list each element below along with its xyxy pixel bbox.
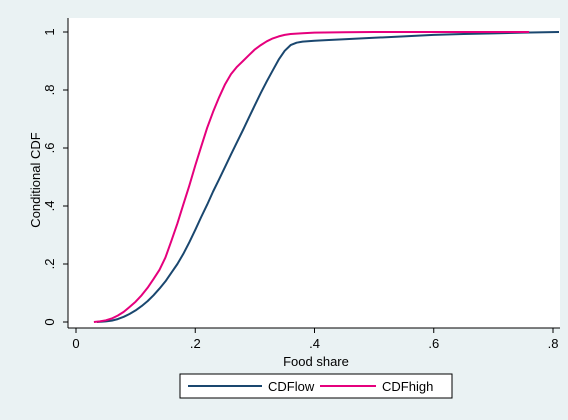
series-lines bbox=[93, 31, 560, 323]
y-axis-label: Conditional CDF bbox=[28, 132, 43, 227]
legend-label-cdfhigh: CDFhigh bbox=[382, 379, 433, 394]
x-axis: 0 .2 .4 .6 .8 bbox=[72, 328, 558, 351]
x-tick-label: .2 bbox=[190, 336, 201, 351]
y-tick-label: .4 bbox=[42, 201, 57, 212]
y-tick-label: .6 bbox=[42, 143, 57, 154]
y-tick-label: .2 bbox=[42, 259, 57, 270]
x-tick-label: .6 bbox=[428, 336, 439, 351]
y-tick-label: .8 bbox=[42, 85, 57, 96]
legend: CDFlow CDFhigh bbox=[179, 373, 453, 399]
legend-label-cdflow: CDFlow bbox=[268, 379, 315, 394]
plot-area-background bbox=[68, 18, 560, 328]
y-axis: 0 .2 .4 .6 .8 1 bbox=[42, 28, 68, 326]
x-tick-label: 0 bbox=[72, 336, 79, 351]
x-tick-label: .8 bbox=[548, 336, 559, 351]
y-tick-label: 0 bbox=[42, 318, 57, 325]
x-axis-label: Food share bbox=[283, 354, 349, 369]
series-line-cdflow bbox=[96, 31, 560, 323]
x-tick-label: .4 bbox=[309, 336, 320, 351]
series-line-cdfhigh bbox=[93, 31, 530, 323]
y-tick-label: 1 bbox=[42, 28, 57, 35]
